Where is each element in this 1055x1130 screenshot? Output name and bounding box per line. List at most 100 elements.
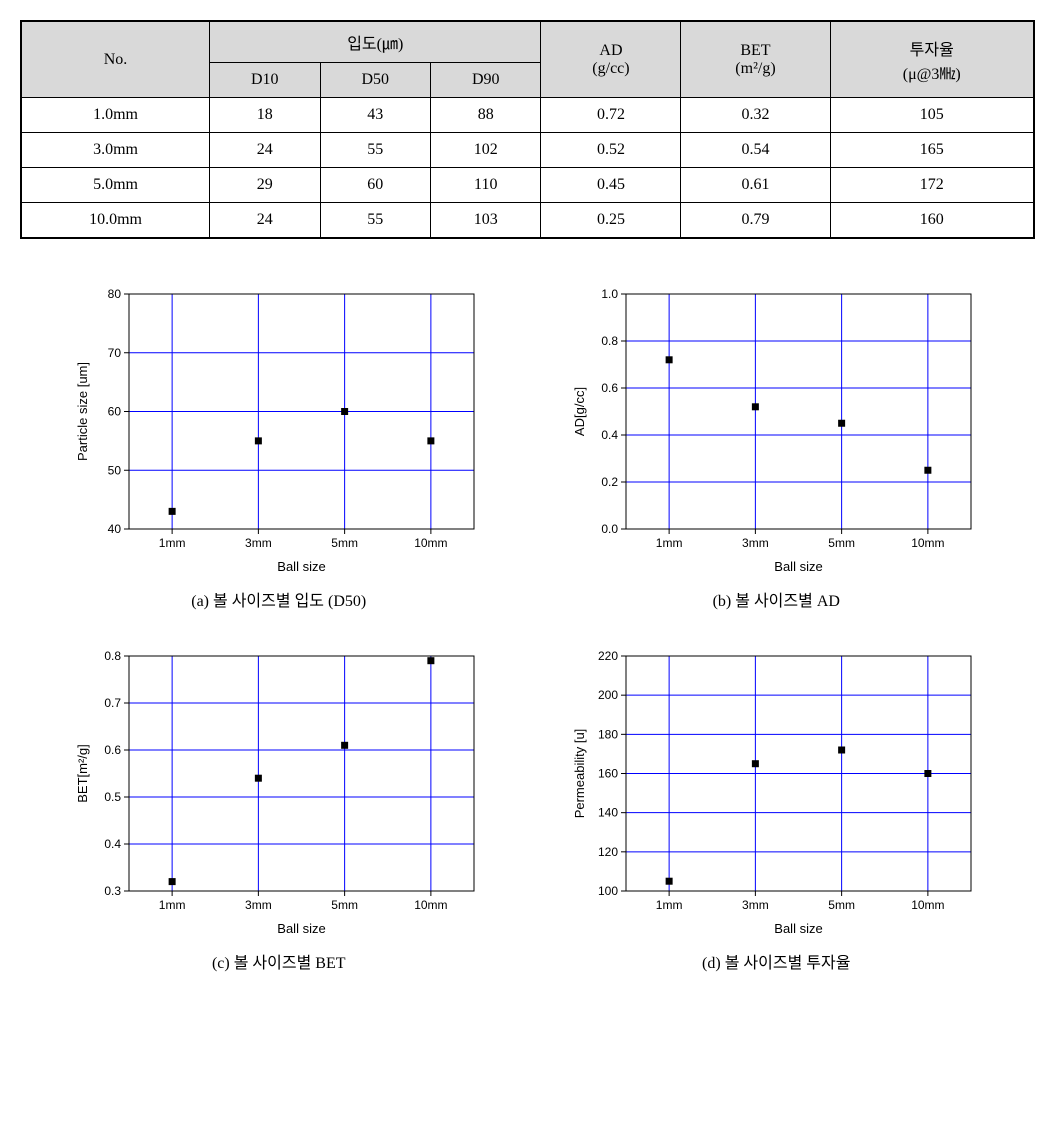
charts-grid: 40506070801mm3mm5mm10mmBall sizeParticle… [20,279,1035,973]
data-point [666,356,673,363]
chart-b-caption: (b) 볼 사이즈별 AD [713,587,840,611]
svg-text:220: 220 [598,649,618,663]
cell-d50: 43 [320,98,430,133]
svg-text:200: 200 [598,688,618,702]
svg-text:0.8: 0.8 [104,649,121,663]
svg-text:40: 40 [107,522,121,536]
th-no: No. [21,21,210,98]
cell-d10: 18 [210,98,320,133]
svg-text:0.3: 0.3 [104,884,121,898]
data-point [838,420,845,427]
svg-text:5mm: 5mm [331,536,358,550]
svg-text:10mm: 10mm [414,536,447,550]
cell-ad: 0.52 [541,133,681,168]
svg-text:1.0: 1.0 [602,287,619,301]
chart-b-svg: 0.00.20.40.60.81.01mm3mm5mm10mmBall size… [566,279,986,579]
svg-text:3mm: 3mm [245,898,272,912]
svg-text:3mm: 3mm [245,536,272,550]
cell-d10: 24 [210,133,320,168]
cell-perm: 172 [830,168,1034,203]
svg-text:1mm: 1mm [159,536,186,550]
svg-text:BET[m²/g]: BET[m²/g] [75,744,90,803]
th-d50: D50 [320,63,430,98]
cell-d90: 110 [431,168,541,203]
table-row: 1.0mm1843880.720.32105 [21,98,1034,133]
svg-text:5mm: 5mm [829,536,856,550]
table-body: 1.0mm1843880.720.321053.0mm24551020.520.… [21,98,1034,239]
svg-text:3mm: 3mm [742,898,769,912]
chart-d-svg: 1001201401601802002201mm3mm5mm10mmBall s… [566,641,986,941]
svg-text:80: 80 [107,287,121,301]
cell-bet: 0.79 [681,203,830,239]
svg-text:120: 120 [598,845,618,859]
cell-bet: 0.32 [681,98,830,133]
data-point [838,747,845,754]
data-point [925,770,932,777]
chart-c: 0.30.40.50.60.70.81mm3mm5mm10mmBall size… [60,641,498,973]
cell-perm: 160 [830,203,1034,239]
cell-bet: 0.54 [681,133,830,168]
cell-d90: 102 [431,133,541,168]
svg-text:10mm: 10mm [911,898,944,912]
data-point [752,760,759,767]
cell-d10: 24 [210,203,320,239]
data-point [666,878,673,885]
th-particle-group: 입도(㎛) [210,21,541,63]
svg-text:Particle size [um]: Particle size [um] [75,362,90,461]
cell-ad: 0.25 [541,203,681,239]
svg-text:140: 140 [598,806,618,820]
chart-c-caption: (c) 볼 사이즈별 BET [212,949,346,973]
svg-text:0.4: 0.4 [602,428,619,442]
data-point [427,437,434,444]
cell-d10: 29 [210,168,320,203]
table-row: 3.0mm24551020.520.54165 [21,133,1034,168]
cell-d50: 60 [320,168,430,203]
chart-a: 40506070801mm3mm5mm10mmBall sizeParticle… [60,279,498,611]
th-perm: 투자율 (μ@3㎒) [830,21,1034,98]
cell-no: 3.0mm [21,133,210,168]
svg-text:3mm: 3mm [742,536,769,550]
data-point [752,403,759,410]
svg-text:60: 60 [107,405,121,419]
svg-text:1mm: 1mm [656,536,683,550]
chart-c-svg: 0.30.40.50.60.70.81mm3mm5mm10mmBall size… [69,641,489,941]
cell-ad: 0.45 [541,168,681,203]
th-d10: D10 [210,63,320,98]
svg-text:0.2: 0.2 [602,475,619,489]
table-row: 10.0mm24551030.250.79160 [21,203,1034,239]
table-row: 5.0mm29601100.450.61172 [21,168,1034,203]
data-point [255,437,262,444]
svg-text:0.6: 0.6 [602,381,619,395]
svg-text:160: 160 [598,767,618,781]
svg-text:Ball size: Ball size [775,559,823,574]
svg-text:0.8: 0.8 [602,334,619,348]
cell-ad: 0.72 [541,98,681,133]
chart-a-caption: (a) 볼 사이즈별 입도 (D50) [191,587,366,611]
data-point [925,467,932,474]
cell-d50: 55 [320,133,430,168]
svg-text:0.7: 0.7 [104,696,121,710]
data-point [341,408,348,415]
chart-d: 1001201401601802002201mm3mm5mm10mmBall s… [558,641,996,973]
svg-text:Ball size: Ball size [277,559,325,574]
cell-no: 1.0mm [21,98,210,133]
cell-d90: 103 [431,203,541,239]
svg-text:50: 50 [107,463,121,477]
svg-text:180: 180 [598,727,618,741]
svg-text:Permeability [u]: Permeability [u] [572,729,587,819]
svg-text:5mm: 5mm [829,898,856,912]
data-point [168,878,175,885]
svg-text:1mm: 1mm [159,898,186,912]
svg-text:0.6: 0.6 [104,743,121,757]
cell-d90: 88 [431,98,541,133]
data-point [255,775,262,782]
cell-perm: 105 [830,98,1034,133]
svg-text:0.0: 0.0 [602,522,619,536]
cell-d50: 55 [320,203,430,239]
svg-text:1mm: 1mm [656,898,683,912]
svg-text:5mm: 5mm [331,898,358,912]
data-point [168,508,175,515]
svg-text:Ball size: Ball size [775,921,823,936]
chart-d-caption: (d) 볼 사이즈별 투자율 [702,949,850,973]
cell-no: 5.0mm [21,168,210,203]
